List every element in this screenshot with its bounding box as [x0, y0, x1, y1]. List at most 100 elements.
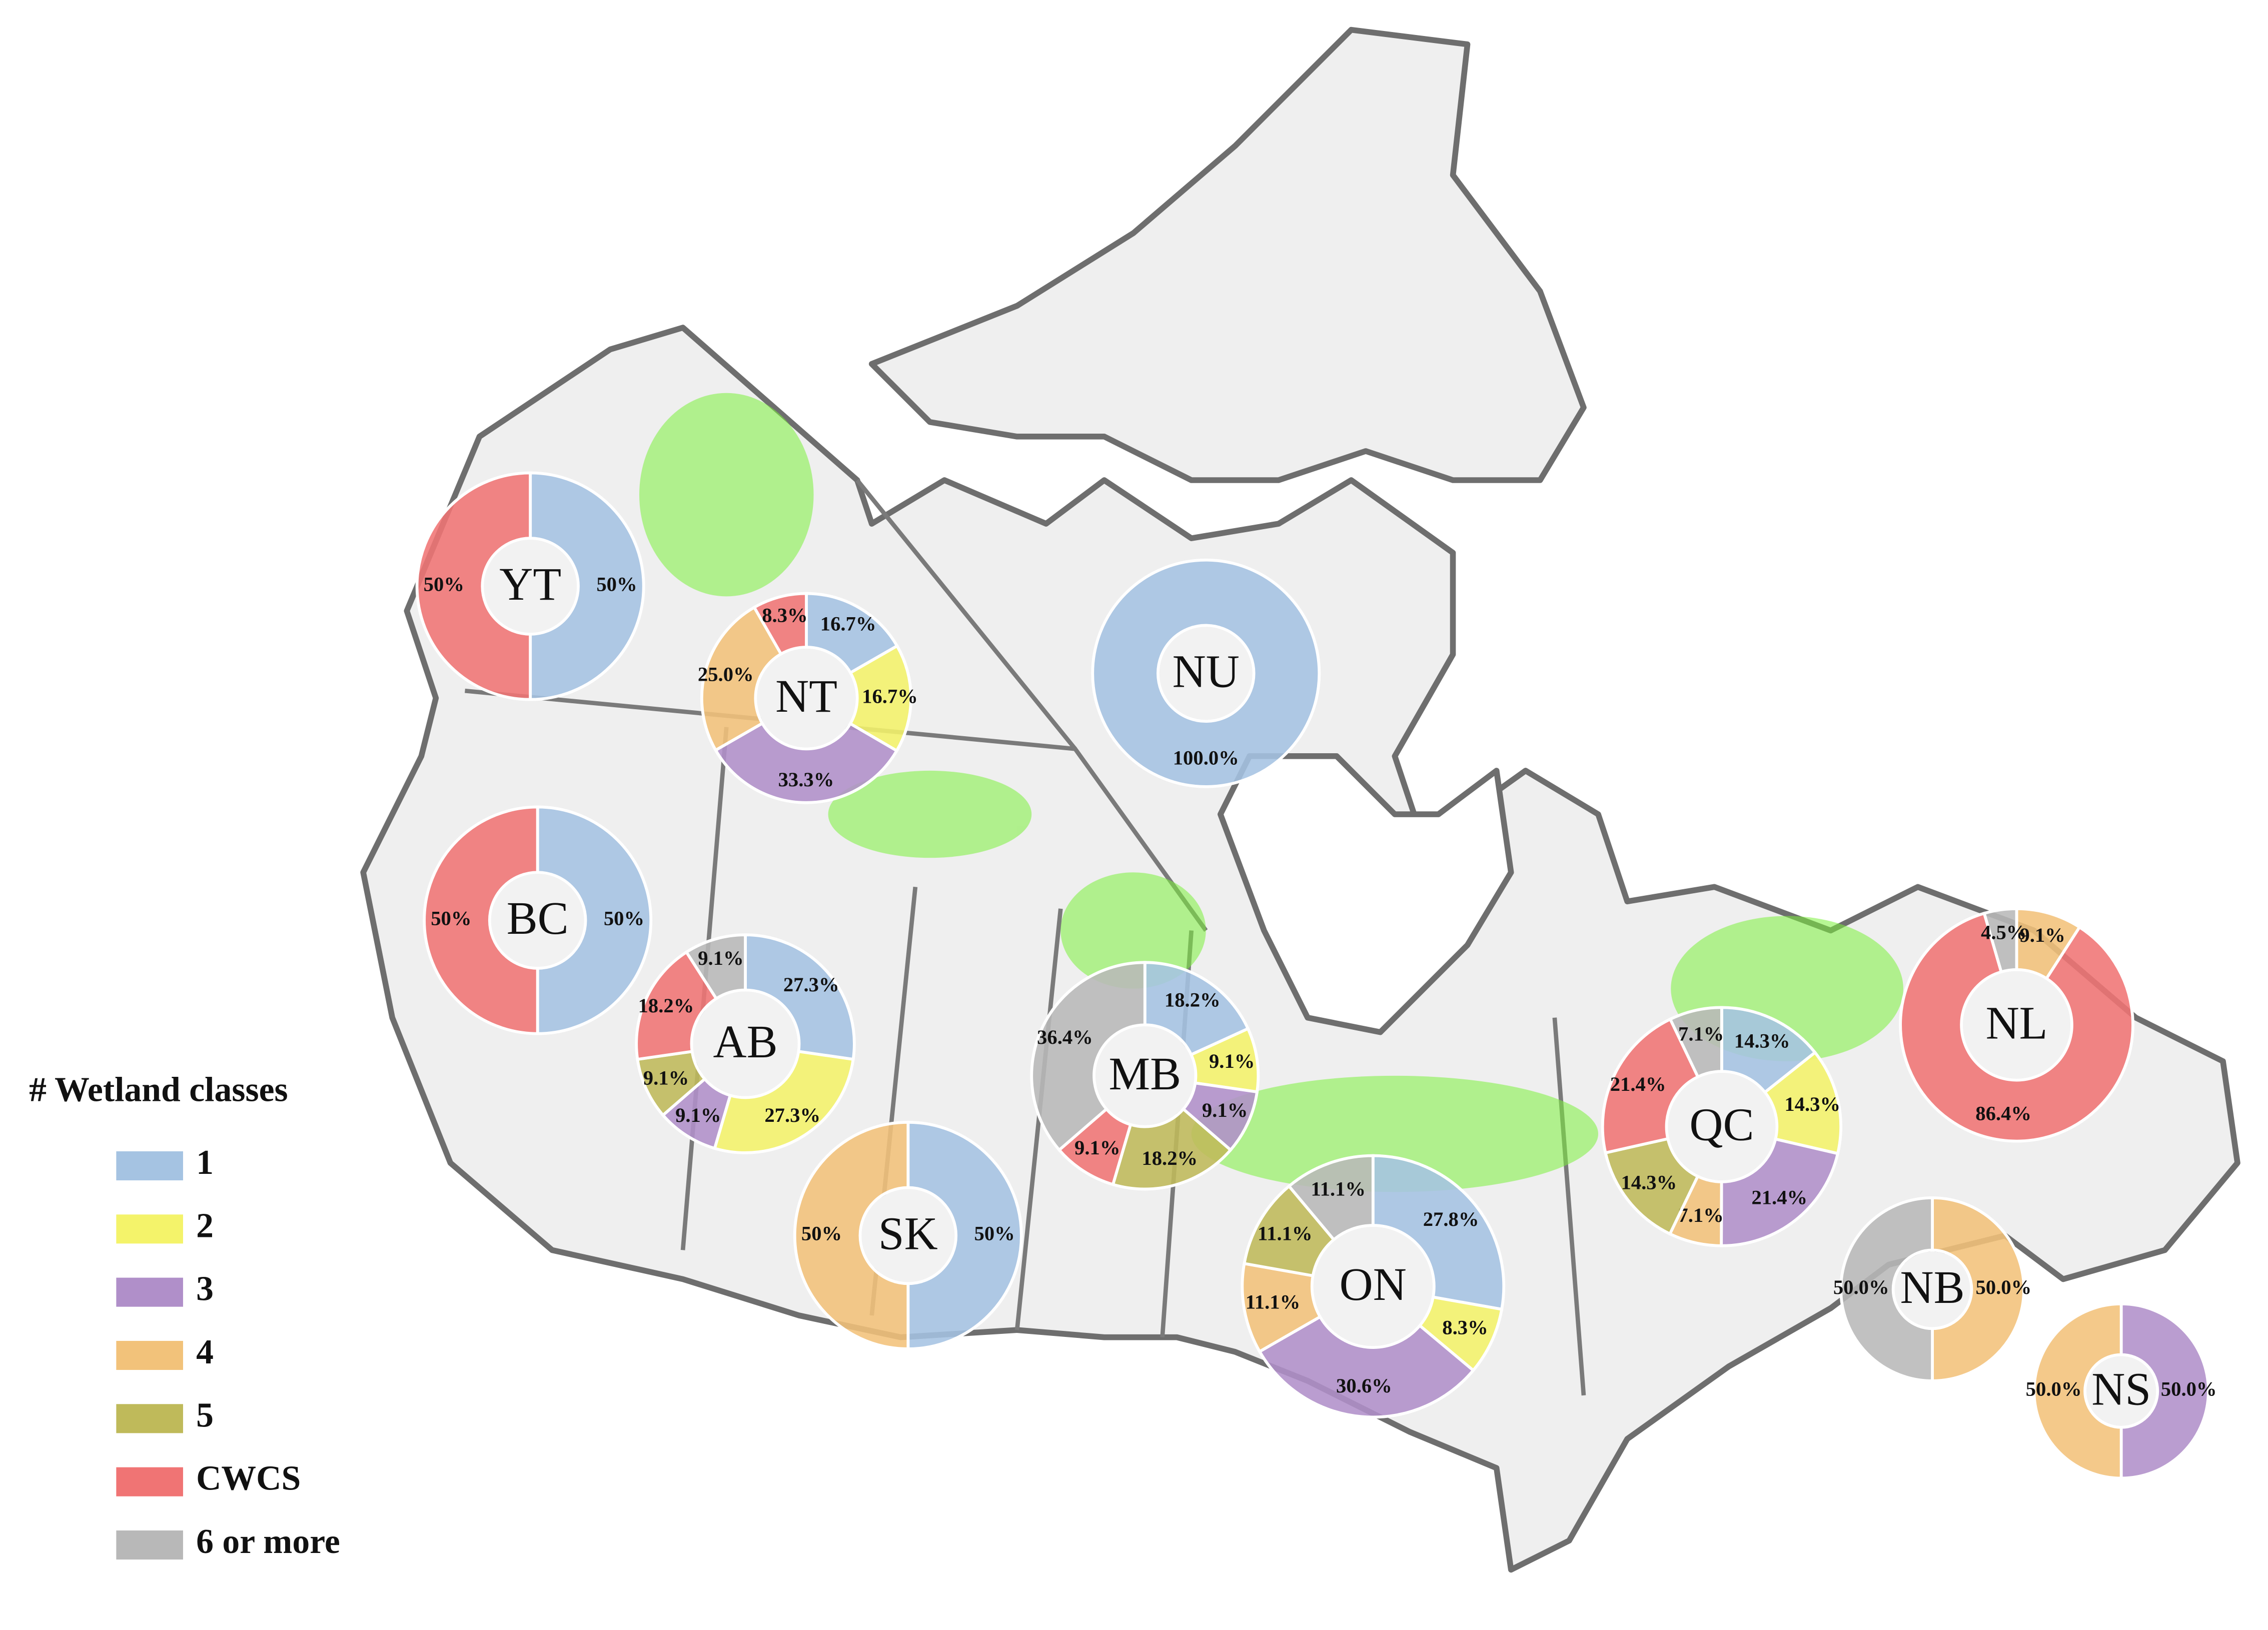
donut-segment — [1604, 1137, 1700, 1236]
donut-segment — [1258, 1314, 1476, 1419]
province-label: AB — [713, 1016, 777, 1068]
wetland-area — [1060, 872, 1206, 989]
donut-segment — [744, 933, 856, 1061]
donut-hole — [484, 540, 577, 633]
donut-hole — [491, 874, 584, 967]
donut-hole — [757, 648, 856, 748]
donut-segment — [752, 592, 808, 656]
value-label: 16.7% — [862, 685, 918, 708]
wetland-extent — [639, 393, 1903, 1192]
province-label: NB — [1900, 1262, 1964, 1313]
legend: # Wetland classes 1 2 3 4 5 CWCS 6 or more — [29, 1071, 340, 1561]
value-label: 86.4% — [1975, 1102, 2031, 1125]
value-label: 21.4% — [1610, 1073, 1666, 1095]
legend-swatch — [116, 1277, 183, 1307]
value-label: 9.1% — [698, 947, 743, 969]
value-label: 9.1% — [2019, 924, 2065, 946]
value-label: 50% — [801, 1222, 842, 1245]
legend-label: 2 — [196, 1206, 214, 1245]
legend-label: 4 — [196, 1333, 214, 1371]
donut-segment — [1982, 907, 2018, 974]
value-label: 36.4% — [1037, 1026, 1093, 1048]
value-label: 8.3% — [762, 604, 807, 627]
donut-segment — [1763, 1050, 1842, 1155]
value-label: 100.0% — [1173, 746, 1239, 769]
donut-segment — [1931, 1196, 2025, 1382]
value-label: 50% — [596, 573, 637, 595]
donut-segment — [700, 605, 783, 752]
donut-segment — [1143, 961, 1250, 1057]
wetland-area — [1191, 1075, 1599, 1192]
donut-segment — [529, 471, 645, 701]
province-label: YT — [499, 559, 561, 610]
value-label: 14.3% — [1621, 1171, 1677, 1193]
legend-label: 3 — [196, 1270, 214, 1308]
wetland-area — [639, 393, 814, 597]
donut-segment — [1839, 1196, 1934, 1382]
donut-hole — [1668, 1073, 1776, 1180]
donut-segment — [423, 805, 539, 1035]
province-label: NL — [1986, 997, 2048, 1049]
value-label: 50.0% — [2161, 1377, 2217, 1400]
donut-segment — [415, 471, 532, 701]
donut-segment — [1668, 1006, 1723, 1079]
value-label: 50% — [431, 907, 471, 929]
donut-segment — [536, 805, 653, 1035]
legend-title: # Wetland classes — [29, 1071, 288, 1109]
wetland-area — [828, 770, 1032, 858]
legend-swatch — [116, 1340, 183, 1370]
value-label: 8.3% — [1442, 1316, 1488, 1338]
legend-label: 6 or more — [196, 1522, 340, 1561]
value-label: 18.2% — [638, 994, 694, 1017]
value-label: 14.3% — [1784, 1093, 1840, 1115]
donut-hole — [861, 1189, 955, 1282]
value-label: 27.3% — [764, 1104, 820, 1126]
province-label: NS — [2091, 1363, 2151, 1415]
donut-segment — [1287, 1154, 1375, 1242]
donut-segment — [2119, 1302, 2210, 1480]
legend-label: 1 — [196, 1143, 214, 1182]
value-label: 50% — [424, 573, 464, 595]
value-label: 9.1% — [675, 1104, 721, 1126]
donut-hole — [1313, 1226, 1433, 1346]
value-label: 16.7% — [820, 612, 876, 635]
value-label: 33.3% — [778, 768, 834, 791]
donut-hole — [2086, 1356, 2156, 1426]
legend-swatch — [116, 1530, 183, 1560]
value-label: 11.1% — [1311, 1177, 1366, 1200]
province-label: QC — [1689, 1099, 1754, 1151]
legend-swatch — [116, 1467, 183, 1496]
province-label: ON — [1340, 1259, 1407, 1310]
province-label: BC — [507, 893, 569, 944]
value-label: 14.3% — [1734, 1029, 1790, 1052]
province-label: NT — [775, 671, 837, 722]
hudson-bay — [1218, 753, 1514, 1035]
value-label: 7.1% — [1678, 1023, 1724, 1045]
donut-segment — [684, 933, 747, 1001]
donut-segment — [1091, 558, 1321, 788]
value-label: 30.6% — [1336, 1374, 1392, 1397]
legend-label: 5 — [196, 1396, 214, 1434]
donut-charts: 50% 50% YT 16.7% 16.7% 33.3% 25.0% 8.3% NT 100.0%… — [415, 471, 2217, 1480]
value-label: 50.0% — [2026, 1377, 2082, 1400]
donut-segment — [793, 1120, 910, 1350]
value-label: 25.0% — [698, 663, 754, 685]
donut-segment — [1720, 1006, 1817, 1094]
value-label: 18.2% — [1142, 1147, 1198, 1169]
border — [1552, 1017, 1586, 1396]
value-label: 21.4% — [1751, 1186, 1807, 1209]
donut-segment — [1111, 1107, 1233, 1191]
donut-segment — [635, 950, 718, 1061]
value-label: 11.1% — [1246, 1290, 1301, 1313]
donut-hole — [693, 991, 798, 1096]
donut-segment — [713, 721, 899, 804]
province-label: NU — [1173, 646, 1240, 697]
donut-segment — [1030, 961, 1147, 1152]
legend-swatch — [116, 1404, 183, 1433]
value-label: 4.5% — [1981, 921, 2026, 943]
value-label: 50% — [604, 907, 644, 929]
donut-segment — [1601, 1017, 1700, 1155]
donut-segment — [1371, 1154, 1506, 1311]
